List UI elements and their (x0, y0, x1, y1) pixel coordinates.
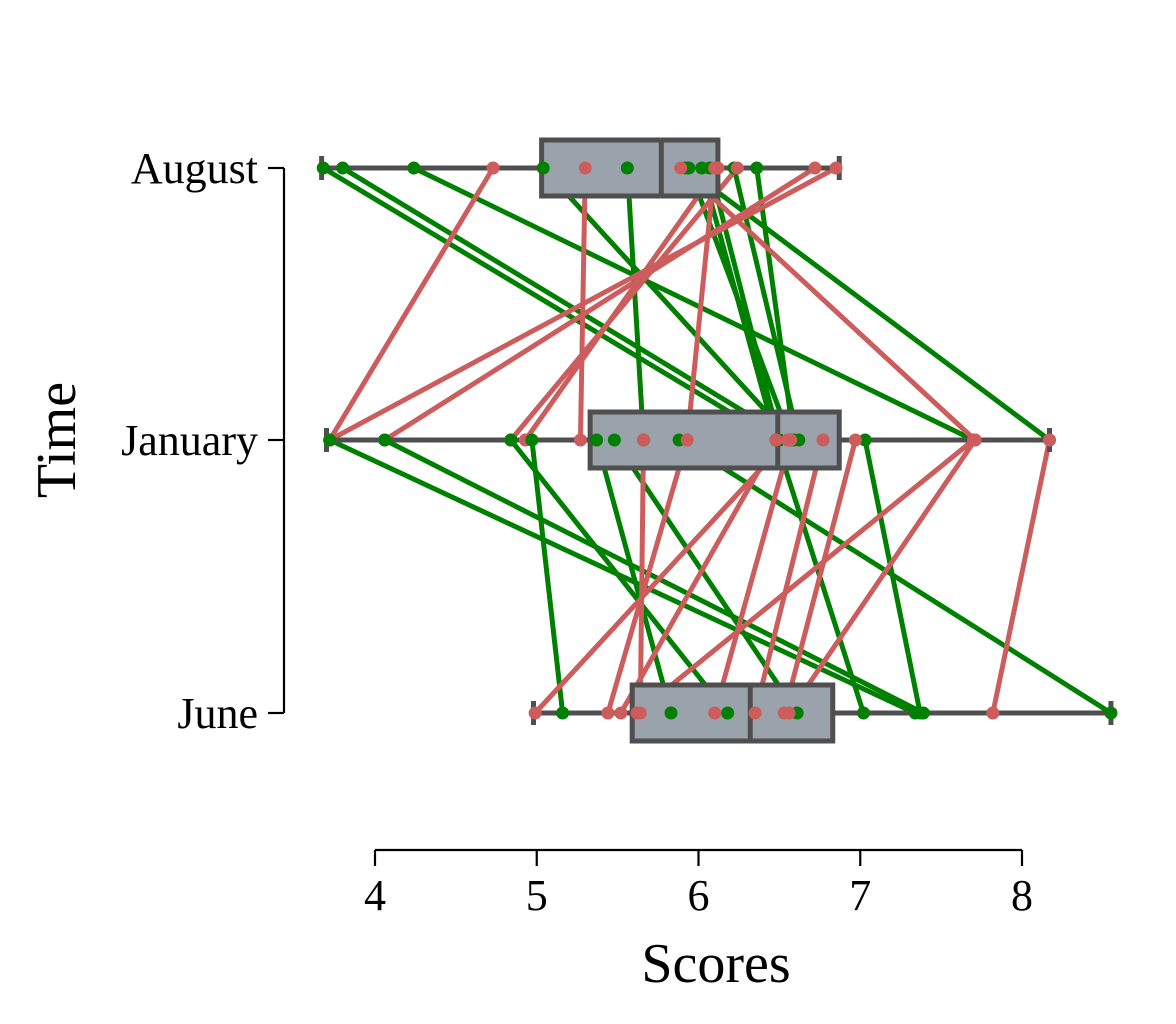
x-tick-label: 6 (688, 871, 710, 920)
pair-line (754, 165, 797, 443)
x-tick-label: 8 (1011, 871, 1033, 920)
data-point (808, 161, 822, 175)
data-point (504, 433, 518, 447)
data-point (601, 706, 615, 720)
pair-line (634, 437, 976, 716)
data-point (829, 161, 843, 175)
data-point (1042, 433, 1056, 447)
data-point (856, 706, 870, 720)
pair-line (382, 437, 926, 716)
data-point (711, 161, 725, 175)
pair-line (327, 165, 496, 443)
pair-line (618, 437, 779, 716)
data-point (590, 433, 604, 447)
pair-line (327, 165, 839, 443)
data-point (769, 433, 783, 447)
paired-lines (320, 165, 1114, 716)
data-point (986, 706, 1000, 720)
data-point (1104, 706, 1118, 720)
pair-line (327, 437, 918, 716)
x-axis-label: Scores (641, 933, 790, 995)
pair-line (529, 437, 566, 716)
data-point (525, 433, 539, 447)
data-point (680, 433, 694, 447)
pair-line (752, 437, 826, 716)
pair-line (340, 165, 794, 443)
pair-line (786, 437, 978, 716)
pair-line (594, 437, 674, 716)
pair-line (676, 437, 1114, 716)
data-point (486, 161, 500, 175)
y-axis: August January June (121, 144, 286, 738)
data-point (637, 433, 651, 447)
pair-line (532, 437, 790, 716)
y-axis-label: Time (26, 382, 88, 498)
data-point (674, 161, 688, 175)
x-axis: 4 5 6 7 8 (364, 848, 1033, 920)
data-point (721, 706, 735, 720)
pair-line (684, 165, 718, 443)
y-tick-label: June (177, 689, 258, 738)
pair-line (686, 165, 794, 443)
pair-line (781, 437, 858, 716)
data-point (323, 433, 337, 447)
pair-line (605, 437, 690, 716)
data-point (578, 161, 592, 175)
data-point (782, 706, 796, 720)
x-tick-label: 7 (849, 871, 871, 920)
data-point (848, 433, 862, 447)
data-point (620, 161, 634, 175)
data-point (407, 161, 421, 175)
pair-line (678, 165, 978, 443)
data-point (966, 433, 980, 447)
pair-line (712, 437, 794, 716)
data-point (336, 161, 350, 175)
data-point (378, 433, 392, 447)
data-point (750, 161, 764, 175)
pair-line (522, 165, 721, 443)
data-point (316, 161, 330, 175)
pair-line (637, 437, 647, 716)
pair-line (382, 165, 818, 443)
data-point (913, 706, 927, 720)
pair-line (320, 165, 779, 443)
data-point (730, 161, 744, 175)
data-point (748, 706, 762, 720)
data-point (528, 706, 542, 720)
data-point (664, 706, 678, 720)
data-point (607, 433, 621, 447)
data-points (316, 161, 1118, 720)
data-point (556, 706, 570, 720)
x-tick-label: 5 (526, 871, 548, 920)
pair-line (707, 165, 782, 443)
data-point (614, 706, 628, 720)
data-point (573, 433, 587, 447)
pair-line (411, 165, 976, 443)
data-point (780, 433, 794, 447)
pair-line (990, 437, 1052, 716)
data-point (536, 161, 550, 175)
x-tick-label: 4 (364, 871, 386, 920)
data-point (816, 433, 830, 447)
pair-line (624, 165, 647, 443)
data-point (858, 433, 872, 447)
y-tick-label: January (121, 416, 258, 465)
y-tick-label: August (131, 144, 258, 193)
data-point (708, 706, 722, 720)
data-point (630, 706, 644, 720)
